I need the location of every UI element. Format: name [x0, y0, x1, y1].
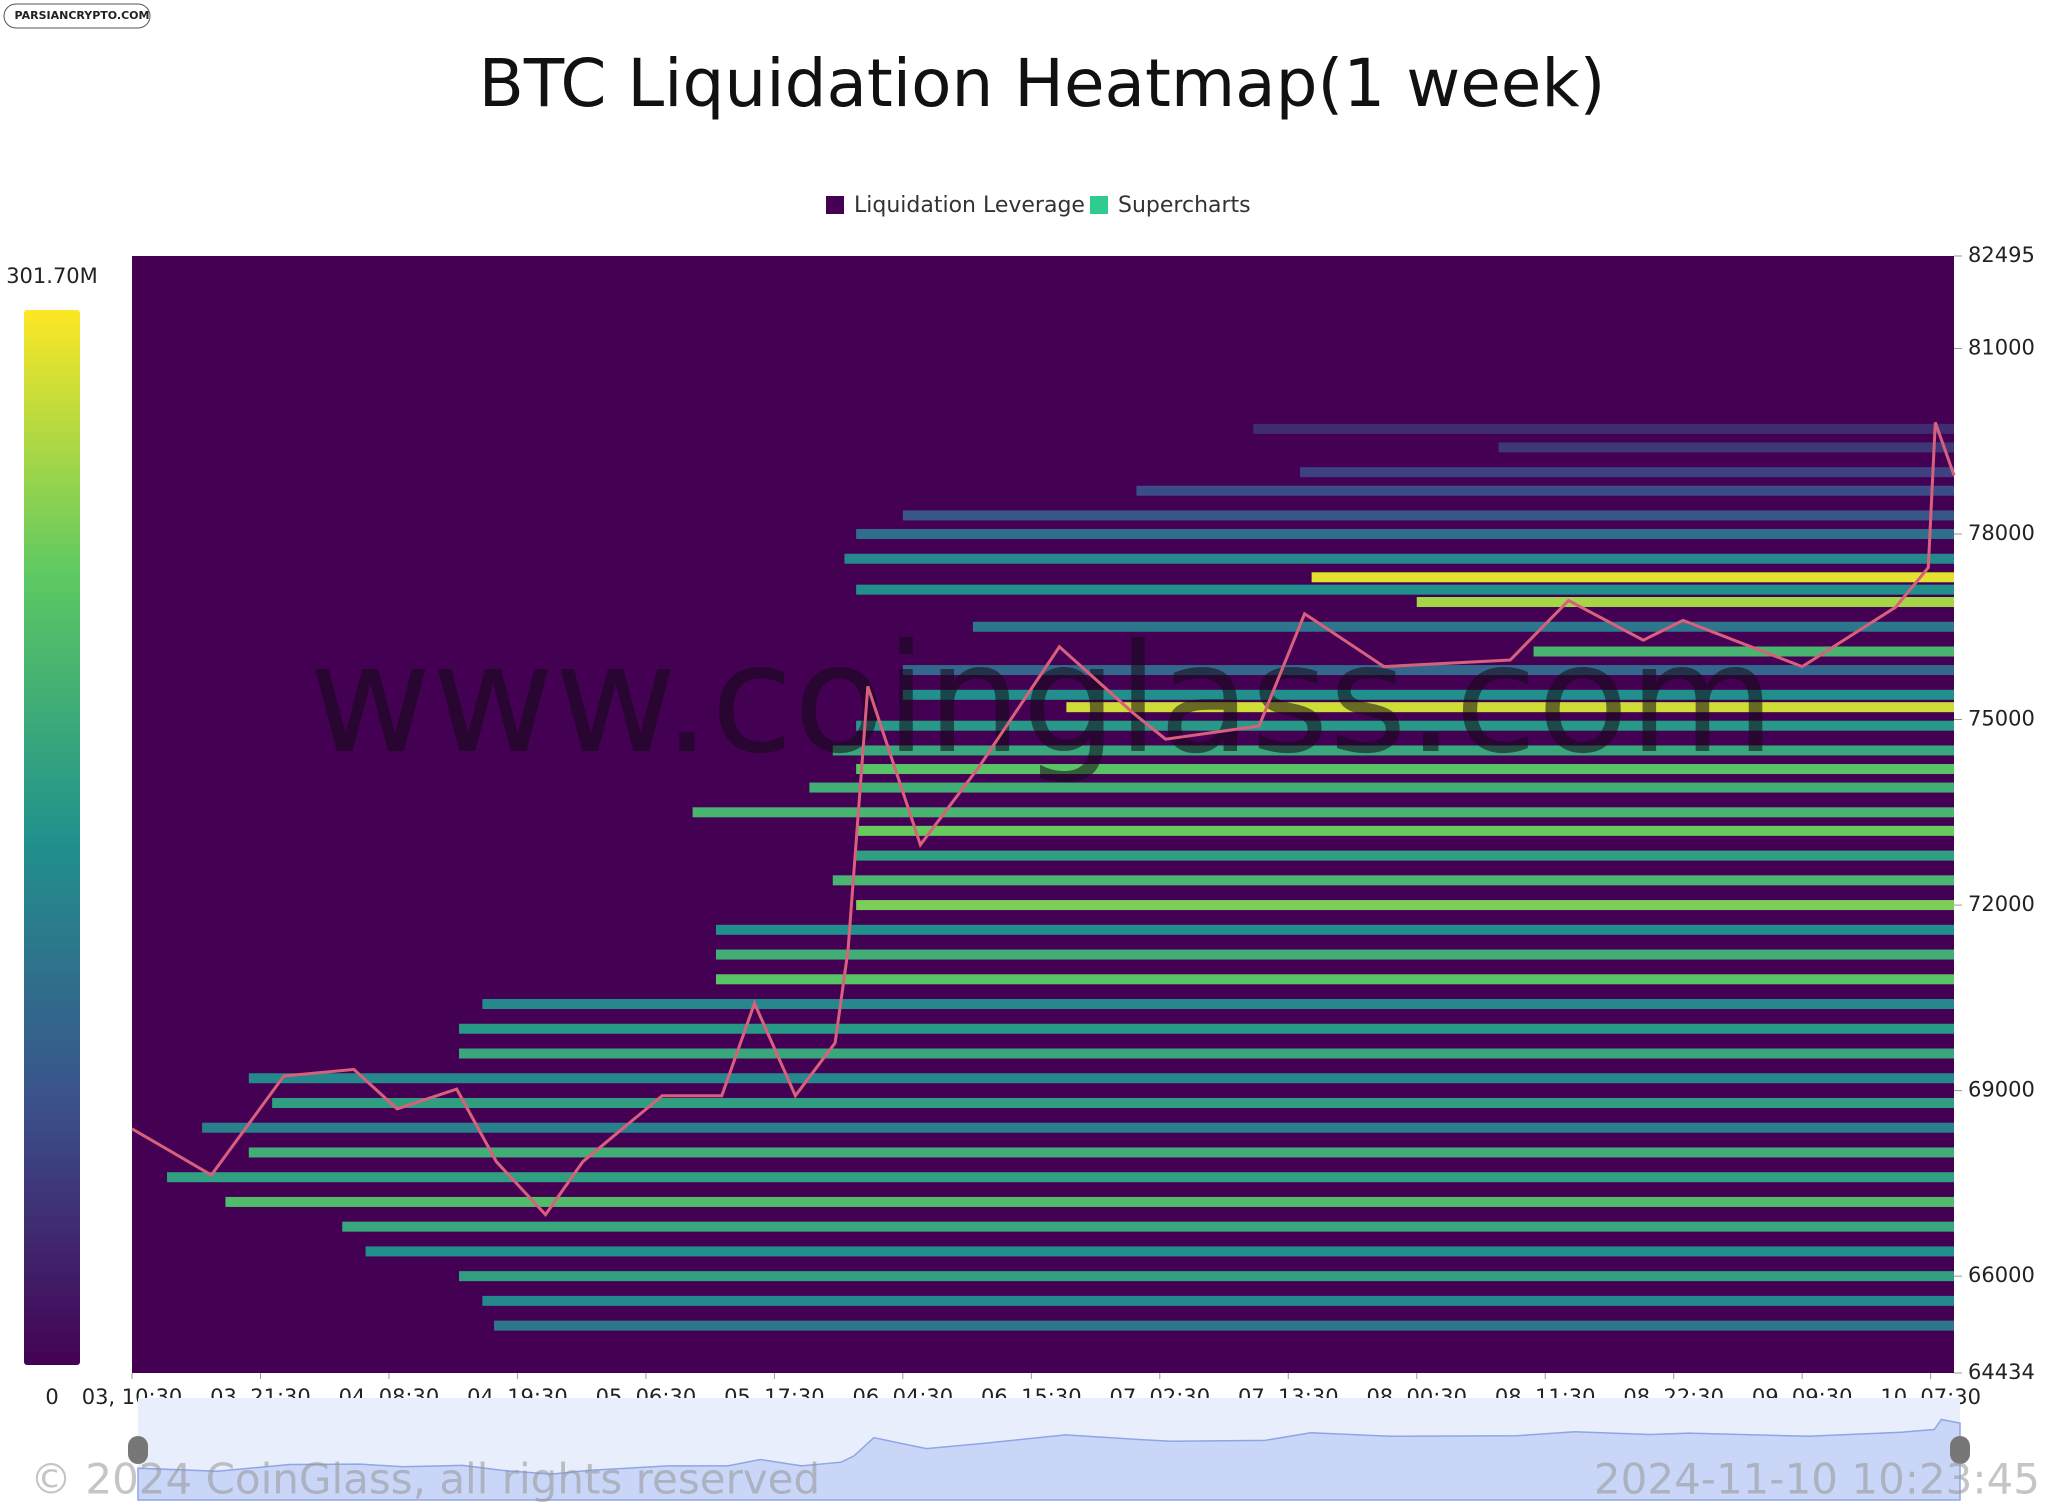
navigator-handle [1950, 1436, 1970, 1464]
navigator-handle [128, 1436, 148, 1464]
liquidation-band [809, 782, 1954, 793]
liquidation-band [494, 1320, 1955, 1331]
liquidation-band [692, 807, 1954, 818]
liquidation-band [482, 1295, 1954, 1306]
legend-label: Supercharts [1118, 193, 1251, 218]
liquidation-band [459, 1271, 1954, 1282]
liquidation-band [248, 1073, 1954, 1084]
legend-swatch [826, 196, 844, 214]
y-tick-label: 82495 [1968, 243, 2035, 267]
liquidation-band [1253, 423, 1954, 434]
liquidation-band [202, 1122, 1955, 1133]
liquidation-band [856, 850, 1955, 861]
liquidation-band [1416, 597, 1954, 608]
y-tick-label: 66000 [1968, 1263, 2035, 1287]
colorbar [24, 310, 80, 1365]
y-tick-label: 69000 [1968, 1078, 2035, 1102]
navigator-area [137, 1418, 1961, 1501]
liquidation-band [856, 584, 1955, 595]
liquidation-band [856, 528, 1955, 539]
liquidation-band [1136, 485, 1954, 496]
legend-label: Liquidation Leverage [854, 193, 1085, 218]
liquidation-band [1066, 702, 1954, 713]
y-tick-label: 75000 [1968, 707, 2035, 731]
liquidation-band [272, 1097, 1955, 1108]
liquidation-band [832, 875, 1954, 886]
liquidation-band [225, 1196, 1954, 1207]
brand: PARSIANCRYPTO.COM [15, 9, 150, 22]
liquidation-band [856, 825, 1955, 836]
liquidation-band [1311, 572, 1954, 583]
liquidation-band [856, 900, 1955, 911]
liquidation-band [832, 745, 1954, 756]
price-line [131, 421, 1956, 1217]
liquidation-band [902, 665, 1954, 676]
liquidation-band [844, 553, 1954, 564]
liquidation-band [1533, 646, 1954, 657]
liquidation-band [482, 999, 1954, 1010]
liquidation-band [167, 1172, 1955, 1183]
liquidation-band [856, 764, 1955, 775]
footer-right: 2024-11-10 10:23:45 [1594, 1455, 2040, 1502]
y-tick-label: 78000 [1968, 521, 2035, 545]
liquidation-band [365, 1246, 1955, 1257]
liquidation-band [248, 1147, 1954, 1158]
colorbar-label: 0 [45, 1385, 58, 1409]
watermark: www.coinglass.com [309, 613, 1775, 787]
chart-title: BTC Liquidation Heatmap(1 week) [479, 45, 1606, 122]
brand-badge [3, 3, 151, 29]
colorbar-label: 301.70M [6, 264, 98, 288]
liquidation-band [715, 924, 1954, 935]
liquidation-band [715, 974, 1954, 985]
liquidation-band [856, 720, 1955, 731]
liquidation-band [902, 689, 1954, 700]
y-tick-label: 64434 [1968, 1360, 2035, 1384]
liquidation-band [1498, 442, 1954, 453]
liquidation-band [715, 949, 1954, 960]
liquidation-band [1299, 467, 1954, 478]
y-tick-label: 81000 [1968, 335, 2035, 359]
liquidation-band [902, 510, 1954, 521]
footer-left: © 2024 CoinGlass, all rights reserved [30, 1455, 820, 1502]
liquidation-band [972, 621, 1954, 632]
liquidation-band [459, 1048, 1954, 1059]
legend-swatch [1090, 196, 1108, 214]
y-tick-label: 72000 [1968, 892, 2035, 916]
liquidation-band [459, 1023, 1954, 1034]
liquidation-band [342, 1221, 1955, 1232]
